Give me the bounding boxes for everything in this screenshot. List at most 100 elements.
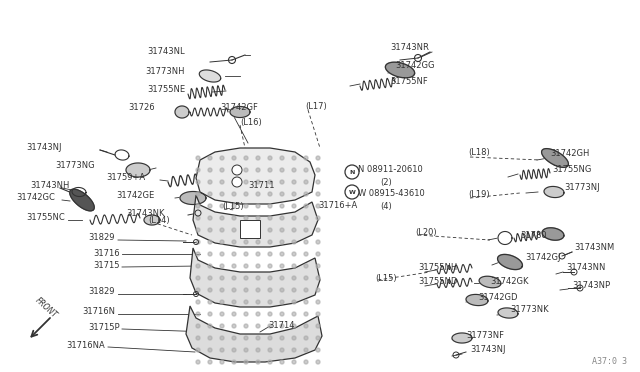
Text: 31742GE: 31742GE [116, 190, 155, 199]
Circle shape [268, 228, 272, 232]
Circle shape [232, 276, 236, 280]
Circle shape [196, 360, 200, 364]
Circle shape [232, 165, 242, 175]
Circle shape [292, 360, 296, 364]
Circle shape [196, 168, 200, 172]
Text: 31742GJ: 31742GJ [525, 253, 561, 263]
Circle shape [244, 156, 248, 160]
Text: 31743NJ: 31743NJ [26, 144, 62, 153]
Text: 31773NH: 31773NH [145, 67, 185, 77]
Text: (4): (4) [380, 202, 392, 211]
Circle shape [304, 288, 308, 292]
Circle shape [220, 240, 224, 244]
Circle shape [208, 228, 212, 232]
Circle shape [196, 348, 200, 352]
Circle shape [316, 336, 320, 340]
Polygon shape [541, 149, 568, 167]
Text: 31759+A: 31759+A [106, 173, 145, 183]
Circle shape [208, 360, 212, 364]
Circle shape [232, 156, 236, 160]
Circle shape [316, 252, 320, 256]
Polygon shape [70, 189, 94, 211]
Circle shape [220, 276, 224, 280]
Circle shape [268, 360, 272, 364]
Circle shape [316, 240, 320, 244]
Circle shape [196, 300, 200, 304]
Text: 31714: 31714 [268, 321, 294, 330]
Circle shape [244, 204, 248, 208]
Circle shape [256, 240, 260, 244]
Polygon shape [144, 215, 160, 225]
Text: 31755NC: 31755NC [26, 212, 65, 221]
Text: W 08915-43610: W 08915-43610 [358, 189, 425, 198]
Circle shape [208, 300, 212, 304]
Circle shape [208, 336, 212, 340]
Circle shape [292, 348, 296, 352]
Circle shape [268, 264, 272, 268]
Text: (L20): (L20) [415, 228, 436, 237]
Circle shape [304, 204, 308, 208]
Circle shape [316, 264, 320, 268]
Circle shape [304, 156, 308, 160]
Circle shape [292, 168, 296, 172]
Circle shape [244, 288, 248, 292]
Circle shape [196, 192, 200, 196]
Circle shape [208, 348, 212, 352]
Circle shape [232, 312, 236, 316]
Circle shape [316, 180, 320, 184]
Circle shape [256, 348, 260, 352]
Text: 31726: 31726 [129, 103, 155, 112]
Circle shape [232, 360, 236, 364]
Polygon shape [199, 70, 221, 82]
Circle shape [208, 240, 212, 244]
Circle shape [280, 252, 284, 256]
Circle shape [256, 324, 260, 328]
Text: (2): (2) [380, 179, 392, 187]
Text: 31711: 31711 [248, 180, 275, 189]
Text: 31773NJ: 31773NJ [564, 183, 600, 192]
Circle shape [244, 336, 248, 340]
Circle shape [232, 228, 236, 232]
Circle shape [220, 216, 224, 220]
Circle shape [316, 192, 320, 196]
Circle shape [232, 324, 236, 328]
Circle shape [316, 228, 320, 232]
Circle shape [280, 360, 284, 364]
Circle shape [220, 204, 224, 208]
Circle shape [316, 276, 320, 280]
Circle shape [244, 192, 248, 196]
Circle shape [280, 180, 284, 184]
Circle shape [220, 312, 224, 316]
Circle shape [268, 312, 272, 316]
Circle shape [208, 216, 212, 220]
Circle shape [220, 324, 224, 328]
Circle shape [256, 204, 260, 208]
Circle shape [232, 168, 236, 172]
Polygon shape [498, 231, 512, 244]
Circle shape [220, 264, 224, 268]
Text: (L18): (L18) [468, 148, 490, 157]
Circle shape [268, 348, 272, 352]
Circle shape [244, 180, 248, 184]
Circle shape [280, 228, 284, 232]
Circle shape [244, 360, 248, 364]
Circle shape [268, 204, 272, 208]
Circle shape [232, 336, 236, 340]
Circle shape [256, 192, 260, 196]
Circle shape [244, 216, 248, 220]
FancyBboxPatch shape [240, 220, 260, 238]
Circle shape [268, 240, 272, 244]
Text: 31742GD: 31742GD [478, 294, 518, 302]
Circle shape [232, 300, 236, 304]
Circle shape [268, 324, 272, 328]
Text: 31716N: 31716N [82, 308, 115, 317]
Circle shape [244, 228, 248, 232]
Circle shape [316, 216, 320, 220]
Circle shape [196, 264, 200, 268]
Circle shape [268, 156, 272, 160]
Circle shape [196, 288, 200, 292]
Text: 31773NK: 31773NK [510, 305, 548, 314]
Circle shape [292, 252, 296, 256]
Text: 31715P: 31715P [88, 323, 120, 331]
Text: (L15): (L15) [222, 202, 244, 212]
